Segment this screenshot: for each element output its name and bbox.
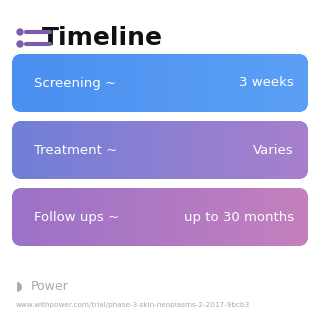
- Text: Treatment ~: Treatment ~: [34, 144, 117, 157]
- FancyBboxPatch shape: [12, 188, 308, 246]
- FancyBboxPatch shape: [12, 54, 308, 112]
- Text: Follow ups ~: Follow ups ~: [34, 211, 119, 223]
- Text: www.withpower.com/trial/phase-3-skin-neoplasms-2-2017-9bcb3: www.withpower.com/trial/phase-3-skin-neo…: [16, 302, 250, 308]
- Text: Power: Power: [31, 281, 69, 294]
- FancyBboxPatch shape: [12, 121, 308, 179]
- Text: 3 weeks: 3 weeks: [239, 77, 294, 90]
- Circle shape: [17, 41, 23, 47]
- Text: Screening ~: Screening ~: [34, 77, 116, 90]
- Text: ◗: ◗: [16, 281, 23, 294]
- Text: Timeline: Timeline: [42, 26, 163, 50]
- Text: Varies: Varies: [253, 144, 294, 157]
- Circle shape: [17, 29, 23, 35]
- Text: up to 30 months: up to 30 months: [184, 211, 294, 223]
